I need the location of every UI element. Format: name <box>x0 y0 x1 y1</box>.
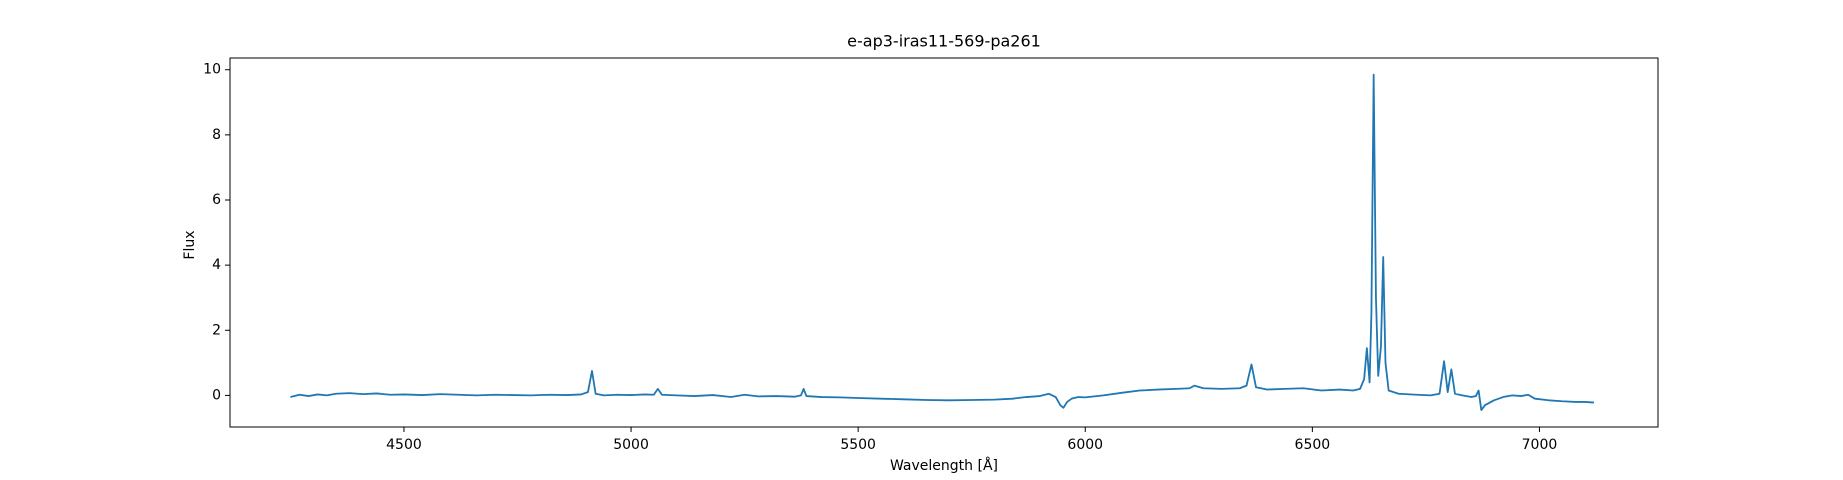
x-tick-label: 6500 <box>1295 437 1331 453</box>
y-tick-label: 6 <box>212 192 221 208</box>
x-axis-label: Wavelength [Å] <box>890 457 998 474</box>
x-tick-label: 4500 <box>386 437 422 453</box>
plot-frame <box>229 57 1659 428</box>
y-axis-label: Flux <box>182 230 198 259</box>
y-tick-label: 8 <box>212 127 221 143</box>
x-tick-label: 7000 <box>1522 437 1558 453</box>
spectrum-line <box>290 73 1595 411</box>
y-tick-label: 2 <box>212 322 221 338</box>
y-tick-label: 10 <box>203 62 221 78</box>
chart-title: e-ap3-iras11-569-pa261 <box>847 32 1041 51</box>
x-tick-label: 5000 <box>613 437 649 453</box>
y-tick-label: 0 <box>212 387 221 403</box>
y-tick-label: 4 <box>212 257 221 273</box>
x-tick-label: 5500 <box>840 437 876 453</box>
x-tick-label: 6000 <box>1067 437 1103 453</box>
